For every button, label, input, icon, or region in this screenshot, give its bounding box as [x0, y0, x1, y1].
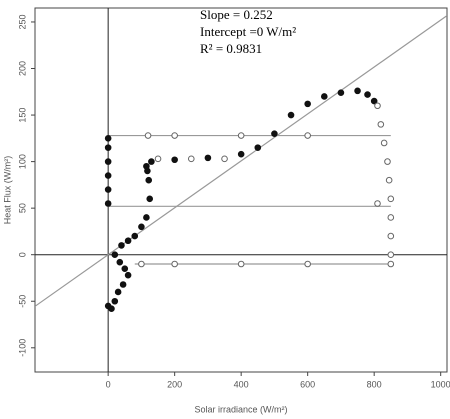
- data-point: [144, 132, 152, 139]
- data-point: [237, 132, 245, 139]
- data-point: [118, 242, 125, 249]
- data-point: [377, 121, 385, 128]
- data-point: [370, 97, 378, 105]
- data-point: [121, 265, 129, 272]
- data-point: [143, 162, 150, 170]
- data-point: [148, 158, 155, 165]
- data-point: [145, 176, 153, 184]
- y-tick-label: 100: [17, 154, 27, 169]
- y-tick-label: -50: [17, 295, 27, 308]
- y-tick-label: 250: [17, 14, 27, 29]
- data-point: [387, 251, 395, 259]
- data-point: [171, 156, 178, 164]
- data-point: [119, 281, 127, 288]
- annotation: R² = 0.9831: [200, 41, 262, 56]
- data-point: [204, 154, 212, 162]
- data-point: [124, 237, 132, 245]
- data-point: [287, 111, 295, 119]
- data-point: [138, 260, 145, 268]
- x-axis-title: Solar irradiance (W/m²): [194, 404, 287, 414]
- data-point: [138, 223, 145, 231]
- data-point: [116, 258, 124, 266]
- data-point: [171, 260, 178, 268]
- fit-line: [35, 15, 447, 307]
- x-tick-label: 400: [234, 379, 249, 389]
- data-point: [187, 155, 195, 163]
- data-point: [380, 139, 388, 147]
- y-tick-label: 200: [17, 61, 27, 76]
- y-axis-title: Heat Flux (W/m²): [2, 156, 12, 225]
- data-point: [385, 176, 393, 184]
- data-point: [374, 200, 381, 207]
- x-tick-label: 0: [106, 379, 111, 389]
- y-tick-label: -100: [17, 339, 27, 357]
- y-tick-label: 50: [17, 203, 27, 213]
- data-point: [104, 135, 112, 142]
- x-tick-label: 200: [167, 379, 182, 389]
- data-point: [124, 271, 132, 279]
- data-point: [111, 297, 119, 305]
- data-point: [304, 260, 311, 268]
- data-point: [387, 214, 395, 221]
- data-point: [354, 87, 361, 95]
- annotation: Intercept =0 W/m²: [200, 24, 296, 39]
- data-point: [374, 102, 381, 110]
- data-point: [104, 186, 112, 193]
- data-point: [104, 158, 112, 165]
- data-point: [237, 150, 245, 158]
- x-tick-label: 600: [300, 379, 315, 389]
- plot-frame: [34, 7, 448, 373]
- data-point: [104, 200, 112, 207]
- data-point: [154, 155, 162, 163]
- data-point: [146, 195, 154, 203]
- data-point: [384, 158, 391, 165]
- data-point: [221, 155, 228, 163]
- data-point: [171, 132, 178, 139]
- data-point: [131, 232, 139, 240]
- data-point: [364, 91, 371, 98]
- data-point: [304, 100, 311, 108]
- data-point: [387, 195, 395, 203]
- data-point: [237, 260, 245, 268]
- data-point: [320, 93, 328, 100]
- data-point: [143, 214, 150, 221]
- y-tick-label: 0: [17, 252, 27, 257]
- data-point: [387, 260, 395, 268]
- data-point: [337, 89, 345, 97]
- data-point: [104, 172, 112, 179]
- data-point: [254, 144, 262, 151]
- x-tick-label: 800: [367, 379, 382, 389]
- data-point: [111, 251, 119, 259]
- data-point: [271, 130, 278, 137]
- x-tick-label: 1000: [431, 379, 450, 389]
- y-tick-label: 150: [17, 108, 27, 123]
- annotation: Slope = 0.252: [200, 7, 273, 22]
- data-point: [104, 144, 112, 151]
- data-point: [304, 132, 311, 139]
- data-point: [114, 288, 122, 296]
- data-point: [387, 232, 395, 240]
- data-point: [108, 305, 115, 312]
